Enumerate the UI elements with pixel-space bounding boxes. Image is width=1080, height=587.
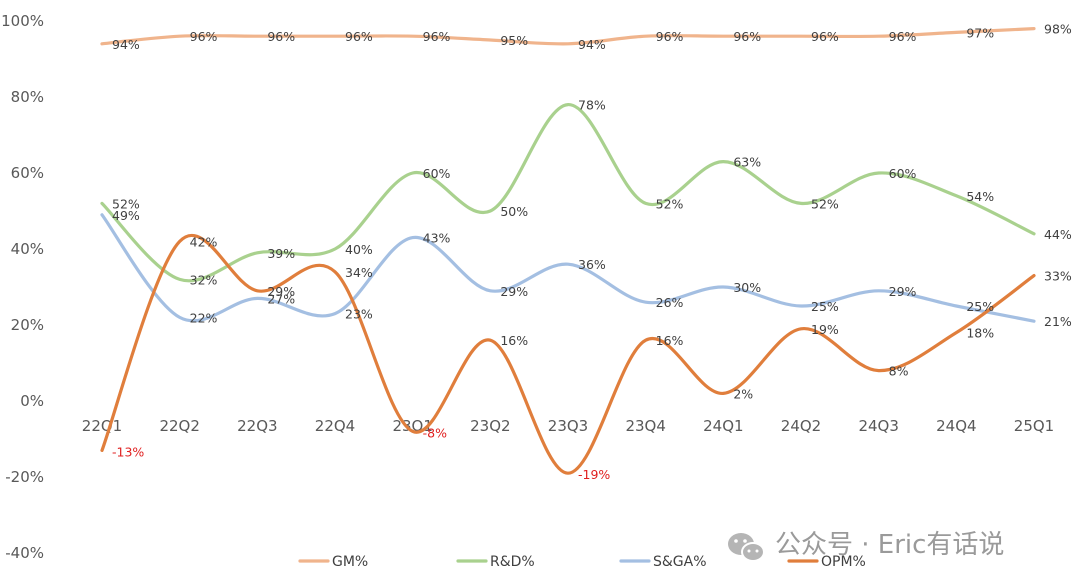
data-label-r-d: 60% bbox=[423, 166, 451, 181]
data-label-s-ga: 43% bbox=[423, 231, 451, 246]
data-label-opm: 34% bbox=[345, 265, 373, 280]
legend-label-r-d: R&D% bbox=[490, 554, 535, 570]
data-label-gm: 96% bbox=[733, 29, 761, 44]
data-label-s-ga: 25% bbox=[966, 299, 994, 314]
x-tick-label: 23Q4 bbox=[625, 417, 665, 435]
legend-label-gm: GM% bbox=[332, 554, 368, 570]
data-label-r-d: 63% bbox=[733, 155, 761, 170]
wechat-icon bbox=[728, 533, 765, 562]
y-tick-label: 40% bbox=[11, 240, 44, 258]
data-label-opm: 42% bbox=[190, 234, 218, 249]
data-label-r-d: 50% bbox=[500, 204, 528, 219]
data-label-gm: 96% bbox=[889, 29, 917, 44]
data-label-opm: 19% bbox=[811, 322, 839, 337]
data-label-opm: 16% bbox=[656, 333, 684, 348]
x-tick-label: 22Q4 bbox=[315, 417, 355, 435]
series-line-opm bbox=[100, 233, 1036, 475]
data-label-gm: 96% bbox=[267, 29, 295, 44]
watermark: 公众号 · Eric有话说 bbox=[728, 530, 1004, 562]
data-label-s-ga: 23% bbox=[345, 307, 373, 322]
data-label-opm: -8% bbox=[423, 425, 447, 440]
series-line-s-ga bbox=[100, 213, 1036, 323]
data-label-s-ga: 29% bbox=[889, 284, 917, 299]
data-labels: 94% 96% 96% 96% 96% 95% 94% 96% 96% 96% 96% 97% 98% 5… bbox=[112, 22, 1072, 483]
data-label-r-d: 32% bbox=[190, 272, 218, 287]
data-label-s-ga: 21% bbox=[1044, 314, 1072, 329]
y-tick-label: 100% bbox=[1, 12, 44, 30]
y-tick-label: -20% bbox=[5, 468, 44, 486]
x-tick-label: 23Q2 bbox=[470, 417, 510, 435]
data-label-r-d: 52% bbox=[112, 196, 140, 211]
y-tick-label: 80% bbox=[11, 88, 44, 106]
data-label-r-d: 52% bbox=[811, 196, 839, 211]
data-label-s-ga: 49% bbox=[112, 208, 140, 223]
legend-label-s-ga: S&GA% bbox=[653, 554, 707, 570]
x-tick-label: 24Q2 bbox=[781, 417, 821, 435]
data-label-gm: 97% bbox=[966, 25, 994, 40]
data-label-r-d: 44% bbox=[1044, 227, 1072, 242]
data-label-opm: 29% bbox=[267, 284, 295, 299]
data-label-opm: 16% bbox=[500, 333, 528, 348]
watermark-text: 公众号 · Eric有话说 bbox=[775, 530, 1004, 560]
y-axis: 100% 80% 60% 40% 20% 0% -20% -40% bbox=[1, 12, 44, 562]
x-tick-label: 22Q2 bbox=[159, 417, 199, 435]
y-tick-label: 60% bbox=[11, 164, 44, 182]
y-tick-label: 20% bbox=[11, 316, 44, 334]
data-label-s-ga: 27% bbox=[267, 291, 295, 306]
data-label-gm: 96% bbox=[811, 29, 839, 44]
data-label-opm: -13% bbox=[112, 444, 144, 459]
data-label-gm: 96% bbox=[423, 29, 451, 44]
data-label-gm: 98% bbox=[1044, 22, 1072, 37]
data-label-s-ga: 29% bbox=[500, 284, 528, 299]
data-label-s-ga: 30% bbox=[733, 280, 761, 295]
data-label-r-d: 60% bbox=[889, 166, 917, 181]
legend: GM% R&D% S&GA% OPM% bbox=[298, 554, 866, 570]
data-label-gm: 95% bbox=[500, 33, 528, 48]
x-tick-label: 24Q4 bbox=[936, 417, 976, 435]
data-label-s-ga: 26% bbox=[656, 295, 684, 310]
series-line-r-d bbox=[100, 102, 1036, 283]
x-tick-label: 25Q1 bbox=[1014, 417, 1054, 435]
series-line-gm bbox=[100, 27, 1036, 46]
data-label-s-ga: 36% bbox=[578, 257, 606, 272]
data-label-r-d: 54% bbox=[966, 189, 994, 204]
y-tick-label: -40% bbox=[5, 544, 44, 562]
series-lines bbox=[100, 27, 1036, 475]
data-label-opm: 8% bbox=[889, 364, 909, 379]
x-tick-label: 22Q3 bbox=[237, 417, 277, 435]
data-label-r-d: 39% bbox=[267, 246, 295, 261]
data-label-s-ga: 22% bbox=[190, 310, 218, 325]
x-axis: 22Q1 22Q2 22Q3 22Q4 23Q1 23Q2 23Q3 23Q4 24Q1 24Q2… bbox=[82, 417, 1054, 435]
data-label-opm: 2% bbox=[733, 386, 753, 401]
data-label-gm: 96% bbox=[190, 29, 218, 44]
data-label-s-ga: 25% bbox=[811, 299, 839, 314]
data-label-opm: 18% bbox=[966, 326, 994, 341]
data-label-r-d: 78% bbox=[578, 98, 606, 113]
data-label-gm: 94% bbox=[112, 37, 140, 52]
y-tick-label: 0% bbox=[20, 392, 44, 410]
x-tick-label: 23Q3 bbox=[548, 417, 588, 435]
data-label-opm: 33% bbox=[1044, 269, 1072, 284]
x-tick-label: 22Q1 bbox=[82, 417, 122, 435]
data-label-r-d: 52% bbox=[656, 196, 684, 211]
data-label-opm: -19% bbox=[578, 467, 610, 482]
data-label-gm: 96% bbox=[345, 29, 373, 44]
data-label-gm: 96% bbox=[656, 29, 684, 44]
legend-label-opm: OPM% bbox=[821, 554, 866, 570]
x-tick-label: 24Q3 bbox=[858, 417, 898, 435]
data-label-gm: 94% bbox=[578, 37, 606, 52]
x-tick-label: 24Q1 bbox=[703, 417, 743, 435]
data-label-r-d: 40% bbox=[345, 242, 373, 257]
